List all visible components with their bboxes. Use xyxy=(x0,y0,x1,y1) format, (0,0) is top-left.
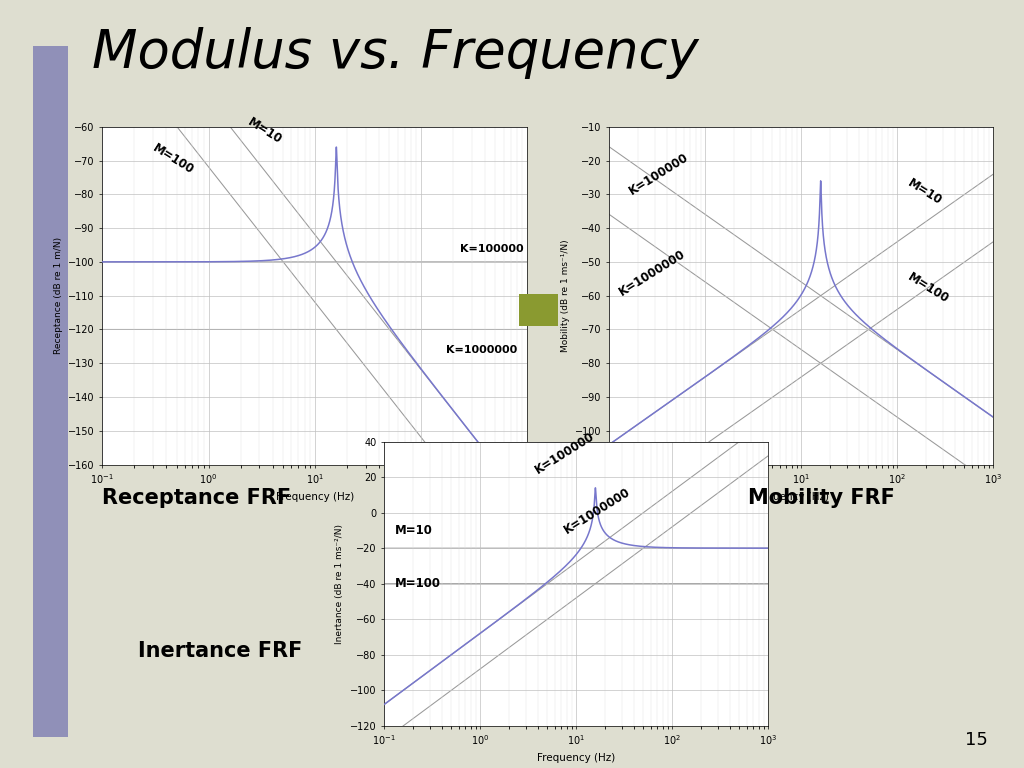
X-axis label: Frequency (Hz): Frequency (Hz) xyxy=(537,753,615,763)
Text: Receptance FRF: Receptance FRF xyxy=(102,488,292,508)
Text: K=100000: K=100000 xyxy=(460,243,523,253)
Text: K=1000000: K=1000000 xyxy=(445,345,517,355)
Text: M=100: M=100 xyxy=(150,141,196,177)
Text: Modulus vs. Frequency: Modulus vs. Frequency xyxy=(92,27,699,79)
Text: 15: 15 xyxy=(966,731,988,749)
X-axis label: Frequency (Hz): Frequency (Hz) xyxy=(275,492,354,502)
Y-axis label: Mobility (dB re 1 ms⁻¹/N): Mobility (dB re 1 ms⁻¹/N) xyxy=(560,240,569,352)
Y-axis label: Inertance (dB re 1 ms⁻²/N): Inertance (dB re 1 ms⁻²/N) xyxy=(335,524,344,644)
Text: M=100: M=100 xyxy=(905,270,950,306)
Text: M=10: M=10 xyxy=(905,177,944,207)
Text: Mobility FRF: Mobility FRF xyxy=(748,488,894,508)
Text: Inertance FRF: Inertance FRF xyxy=(138,641,303,661)
Text: K=100000: K=100000 xyxy=(627,151,690,197)
Text: K=1000000: K=1000000 xyxy=(616,247,688,299)
Text: M=10: M=10 xyxy=(395,524,433,537)
Text: M=100: M=100 xyxy=(395,578,441,591)
Text: K=1000000: K=1000000 xyxy=(561,485,633,537)
Y-axis label: Receptance (dB re 1 m/N): Receptance (dB re 1 m/N) xyxy=(53,237,62,354)
Text: M=10: M=10 xyxy=(245,115,284,147)
X-axis label: uency (Hz): uency (Hz) xyxy=(773,492,829,502)
Text: K=100000: K=100000 xyxy=(532,429,597,477)
